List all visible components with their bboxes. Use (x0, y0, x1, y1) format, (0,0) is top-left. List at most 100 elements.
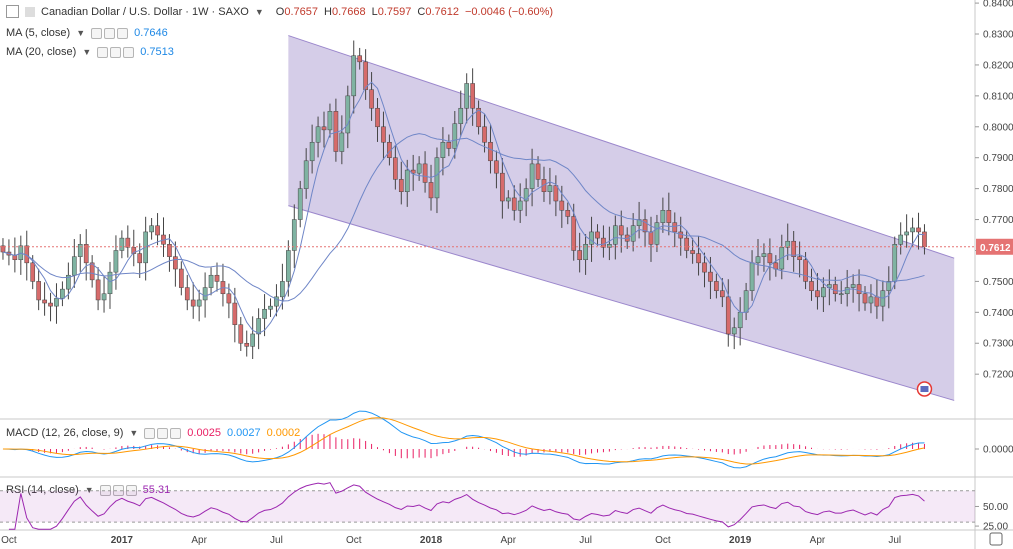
candle-body (256, 318, 261, 335)
chevron-down-icon[interactable]: ▼ (129, 428, 139, 438)
close-icon[interactable] (125, 484, 137, 496)
candle-body (208, 274, 214, 288)
candle-body (48, 302, 53, 307)
y-tick-label: 0.7800 (983, 184, 1013, 195)
settings-icon[interactable] (112, 484, 124, 496)
candle-body (190, 299, 196, 307)
candle-body (464, 83, 470, 109)
chevron-down-icon[interactable]: ▼ (76, 28, 86, 38)
candle-body (54, 298, 59, 307)
candle-body (642, 219, 648, 233)
ma20-controls[interactable] (97, 46, 135, 58)
candle-body (737, 312, 743, 329)
rsi-label[interactable]: RSI (14, close) (6, 484, 79, 496)
rsi-value: 55.31 (142, 484, 171, 496)
candle-body (714, 281, 719, 291)
candle-body (369, 89, 374, 109)
close-icon[interactable] (117, 27, 129, 39)
candle-body (297, 188, 303, 220)
candle-body (648, 231, 654, 245)
eye-icon[interactable] (99, 484, 111, 496)
settings-icon[interactable] (104, 27, 116, 39)
candle-body (708, 271, 713, 282)
x-tick-label: 2017 (111, 535, 134, 546)
candle-body (500, 172, 505, 202)
candle-body (280, 281, 285, 298)
candle-body (529, 163, 535, 189)
candle-body (785, 240, 791, 248)
candle-body (238, 324, 244, 344)
candle-body (244, 342, 250, 347)
candle-body (178, 268, 184, 288)
candle-body (345, 95, 351, 134)
candle-body (892, 244, 898, 282)
settings-icon (989, 532, 1003, 546)
chevron-down-icon[interactable]: ▼ (82, 47, 92, 57)
candle-body (309, 141, 315, 162)
candle-body (95, 279, 101, 301)
candle-body (898, 234, 904, 245)
macd-controls[interactable] (144, 427, 182, 439)
candle-body (351, 55, 357, 97)
rsi-legend: RSI (14, close) ▼ 55.31 (6, 484, 170, 496)
chevron-down-icon[interactable]: ▼ (84, 485, 94, 495)
candle-body (119, 237, 125, 251)
candle-body (844, 287, 850, 295)
collapse-icon[interactable] (6, 5, 19, 18)
rsi-controls[interactable] (99, 484, 137, 496)
candle-body (149, 225, 154, 233)
candle-body (214, 274, 220, 282)
x-tick-label: Oct (346, 535, 362, 546)
settings-icon[interactable] (110, 46, 122, 58)
candle-body (274, 296, 279, 307)
close-icon[interactable] (123, 46, 135, 58)
candle-body (690, 250, 695, 254)
ma20-legend: MA (20, close) ▼ 0.7513 (6, 46, 174, 58)
symbol-title[interactable]: Canadian Dollar / U.S. Dollar · 1W · SAX… (41, 5, 249, 18)
x-tick-label: 2018 (420, 535, 443, 546)
candle-body (155, 225, 160, 236)
ma5-label[interactable]: MA (5, close) (6, 27, 71, 39)
eye-icon[interactable] (144, 427, 156, 439)
macd-label[interactable]: MACD (12, 26, close, 9) (6, 427, 124, 439)
candle-body (535, 163, 541, 180)
candle-body (173, 256, 178, 270)
settings-icon[interactable] (157, 427, 169, 439)
candle-body (434, 157, 440, 199)
price-change: −0.0046 (−0.60%) (465, 5, 554, 18)
candle-body (416, 163, 422, 174)
symbol-header: Canadian Dollar / U.S. Dollar · 1W · SAX… (6, 5, 553, 18)
candle-body (547, 185, 553, 192)
candle-body (886, 281, 892, 291)
candle-body (452, 123, 458, 149)
macd-value: 0.0027 (226, 427, 261, 439)
y-tick-label: 0.8400 (983, 0, 1013, 10)
macd-legend: MACD (12, 26, close, 9) ▼ 0.0025 0.0027 … (6, 427, 300, 439)
candle-body (440, 141, 446, 158)
candle-body (66, 274, 71, 290)
eye-icon[interactable] (97, 46, 109, 58)
candle-body (505, 197, 511, 202)
ma5-controls[interactable] (91, 27, 129, 39)
candle-body (696, 253, 701, 264)
candle-body (268, 305, 273, 310)
ma20-label[interactable]: MA (20, close) (6, 46, 77, 58)
candle-body (196, 299, 202, 307)
rsi-y-tick-label: 50.00 (983, 502, 1008, 513)
y-tick-label: 0.7700 (983, 215, 1013, 226)
candle-body (131, 247, 137, 254)
candle-body (666, 210, 672, 223)
currency-flag-icon (25, 6, 35, 17)
candle-body (363, 61, 368, 90)
x-tick-label: Apr (810, 535, 826, 546)
candle-body (571, 216, 577, 251)
candle-body (731, 327, 737, 335)
close-icon[interactable] (170, 427, 182, 439)
candle-body (232, 302, 238, 325)
eye-icon[interactable] (91, 27, 103, 39)
candle-body (77, 244, 83, 257)
chevron-down-icon[interactable]: ▼ (254, 6, 264, 17)
candle-body (803, 259, 808, 282)
candle-body (262, 308, 267, 319)
